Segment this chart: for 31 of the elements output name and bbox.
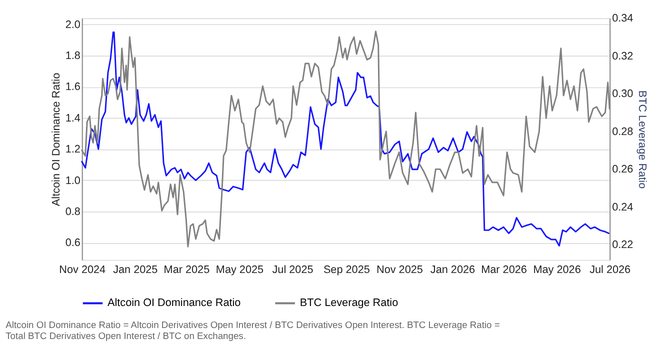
- x-tick-label: Nov 2024: [59, 264, 106, 276]
- x-tick-label: May 2025: [216, 264, 264, 276]
- y-tick-label: 1.4: [65, 112, 80, 124]
- y-tick-label: 0.8: [65, 206, 80, 218]
- x-tick-label: Jul 2026: [590, 264, 631, 276]
- y2-axis-title: BTC Leverage Ratio: [636, 90, 648, 189]
- y-axis-title: Altcoin OI Dominance Ratio: [50, 72, 62, 206]
- y-tick-label: 1.2: [65, 144, 80, 156]
- y-tick-label: 1.8: [65, 50, 80, 62]
- y2-tick-label: 0.28: [612, 126, 634, 138]
- legend-label: Altcoin OI Dominance Ratio: [108, 297, 241, 310]
- legend-label: BTC Leverage Ratio: [300, 297, 398, 310]
- x-tick-label: Mar 2026: [481, 264, 527, 276]
- x-tick-label: Jan 2025: [113, 264, 158, 276]
- x-tick-label: Jan 2026: [430, 264, 476, 276]
- y-tick-label: 2.0: [65, 18, 80, 31]
- y2-tick-label: 0.32: [612, 50, 634, 62]
- y2-tick-label: 0.34: [612, 12, 634, 25]
- y-tick-label: 1.6: [65, 81, 80, 94]
- y2-tick-label: 0.22: [612, 239, 634, 252]
- text: Altcoin OI Dominance Ratio = Altcoin Derivatives Open Interest / BTC Derivatives Open Interest. BTC Leverage Ratio = Total BTC Derivatives Open Interest / BTC on Exchanges.: [6, 320, 500, 342]
- x-tick-label: Sep 2025: [323, 264, 370, 276]
- y-tick-label: 1.0: [65, 174, 80, 187]
- x-tick-label: Jul 2025: [272, 264, 314, 276]
- y2-tick-label: 0.30: [612, 88, 634, 100]
- y2-tick-label: 0.24: [612, 201, 634, 214]
- x-tick-label: May 2026: [533, 264, 581, 276]
- x-tick-label: Nov 2025: [376, 264, 423, 276]
- x-tick-label: Mar 2025: [164, 264, 210, 276]
- y2-tick-label: 0.26: [612, 164, 634, 176]
- y-tick-label: 0.6: [65, 237, 80, 250]
